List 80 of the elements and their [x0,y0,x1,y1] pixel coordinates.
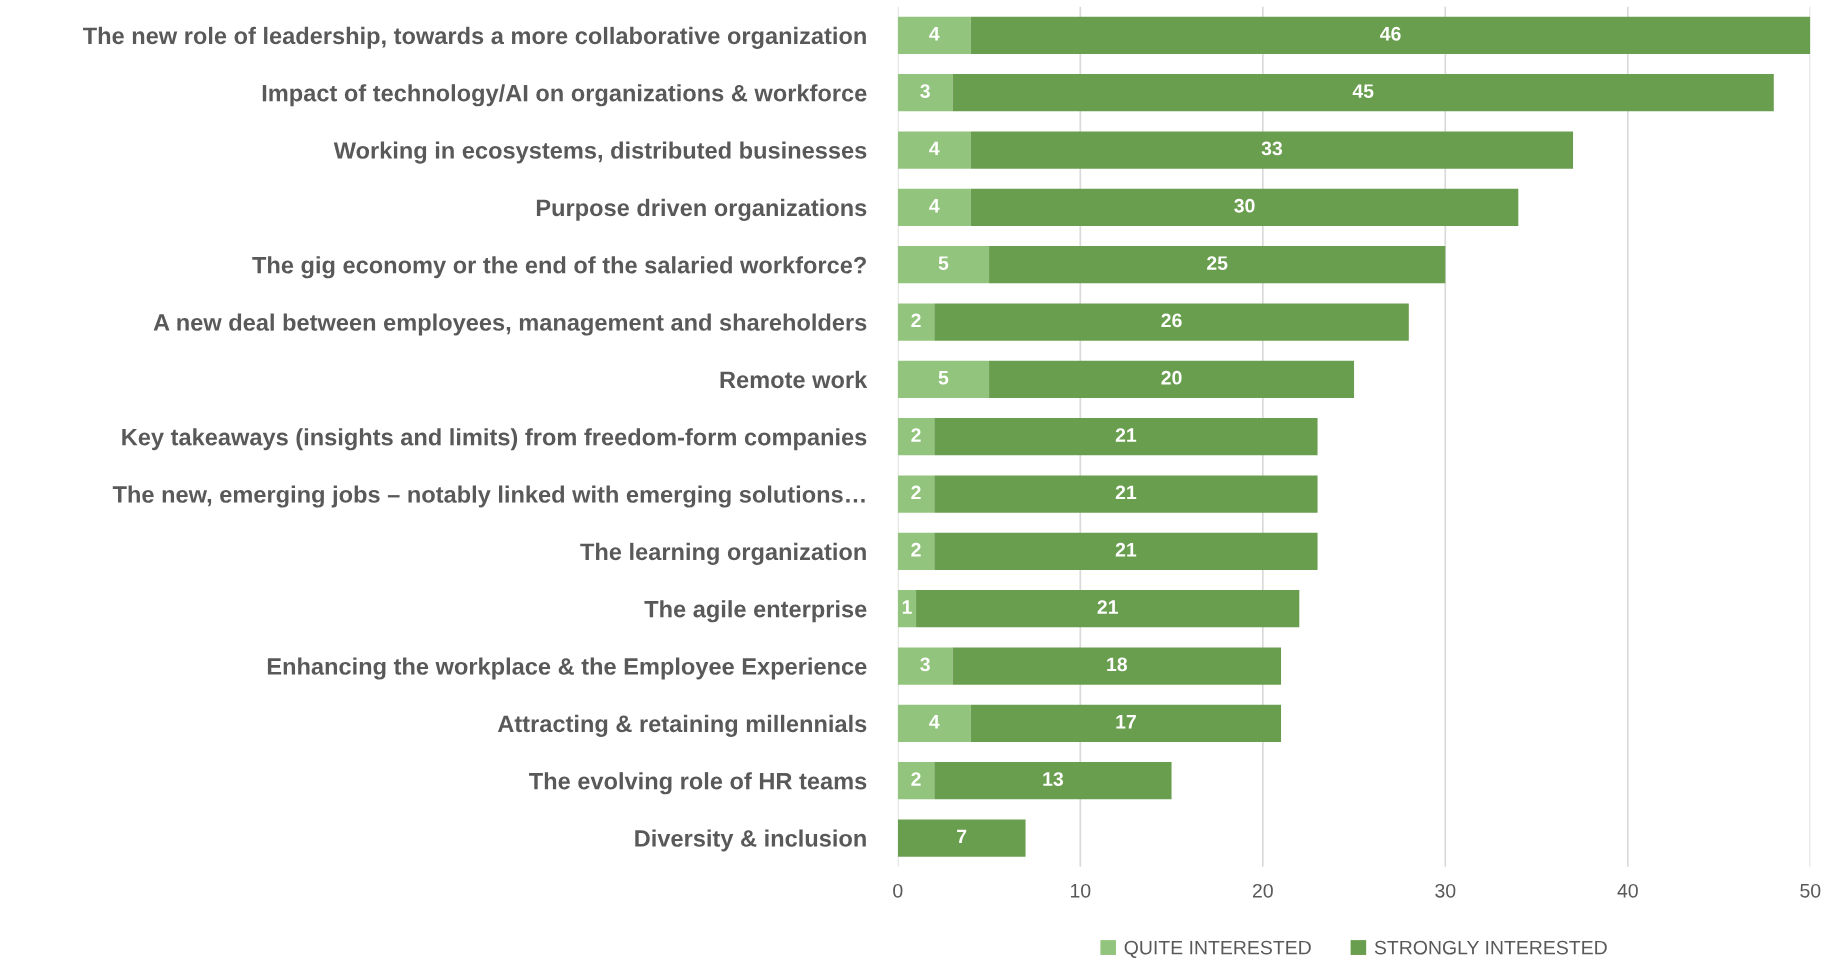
y-tick-label: A new deal between employees, management and shareholders [153,313,867,336]
data-label: 21 [1115,485,1137,500]
data-label: 21 [1115,428,1137,442]
y-tick-label: The new role of leadership, towards a more collaborative organization [82,26,866,49]
bar [934,475,1318,513]
data-label: 2 [911,313,921,328]
data-label: 18 [1107,657,1128,672]
bar [897,16,971,55]
bar [989,360,1355,399]
y-tick-label: The agile enterprise [644,600,867,623]
bar [897,360,990,399]
data-label: 4 [929,141,940,156]
data-label: 4 [929,199,940,213]
x-tick-label: 40 [1617,883,1638,898]
data-label: 25 [1207,256,1228,270]
data-label: 17 [1116,715,1136,729]
bar [989,246,1446,284]
y-tick-label: Attracting & retaining millennials [497,714,867,737]
data-label: 45 [1352,84,1374,98]
data-label: 21 [1097,600,1118,614]
bar [897,246,990,284]
bar [897,74,953,112]
bar [934,303,1409,341]
y-tick-label: The evolving role of HR teams [529,772,867,795]
bar [897,704,971,743]
legend-label: QUITE INTERESTED [1124,940,1311,958]
y-tick-label: The learning organization [580,542,866,565]
y-tick-label: Enhancing the workplace & the Employee Experience [267,657,867,680]
data-label: 4 [929,27,940,41]
data-label: 3 [920,657,930,672]
data-label: 2 [911,485,921,500]
data-label: 30 [1234,198,1255,213]
data-label: 3 [920,84,930,98]
bar [897,188,971,227]
x-tick-label: 0 [893,883,903,898]
bar [934,418,1318,456]
data-label: 2 [911,542,921,557]
bar [897,532,935,571]
data-label: 1 [902,600,912,614]
bar [970,131,1574,169]
data-label: 2 [911,772,921,786]
data-label: 5 [938,371,949,385]
data-label: 13 [1043,772,1064,786]
bar [897,819,1026,857]
data-label: 5 [938,256,949,270]
data-label: 46 [1380,26,1401,41]
x-tick-label: 10 [1070,883,1091,898]
x-tick-label: 30 [1435,883,1456,898]
y-tick-label: Key takeaways (insights and limits) from freedom-form companies [122,428,867,451]
y-tick-label: Impact of technology/AI on organizations & workforce [262,84,867,107]
data-label: 2 [911,428,921,442]
bar [897,418,935,456]
bar [897,303,935,341]
y-tick-label: Purpose driven organizations [536,198,867,221]
data-label: 26 [1161,313,1182,328]
bar [916,590,1300,628]
bar [934,762,1172,800]
y-tick-label: Remote work [720,370,868,389]
bar [970,16,1811,55]
data-label: 21 [1115,542,1137,557]
y-tick-label: Diversity & inclusion [635,829,866,852]
bar [897,647,953,685]
data-label: 20 [1161,370,1182,385]
x-tick-label: 20 [1252,883,1273,898]
data-label: 7 [957,829,967,844]
x-tick-label: 50 [1800,883,1821,898]
y-tick-label: The new, emerging jobs – notably linked with emerging solutions… [112,485,865,508]
bar [970,704,1282,743]
bar [897,475,935,513]
bar [970,188,1519,227]
bar [952,74,1774,112]
y-tick-label: Working in ecosystems, distributed businesses [333,141,867,164]
bar [934,532,1318,571]
bar [897,131,971,169]
bar [952,647,1282,685]
data-label: 4 [929,715,940,729]
bar [897,762,935,800]
legend-label: STRONGLY INTERESTED [1374,940,1607,955]
y-tick-label: The gig economy or the end of the salaried workforce? [252,256,866,279]
data-label: 33 [1261,141,1283,156]
